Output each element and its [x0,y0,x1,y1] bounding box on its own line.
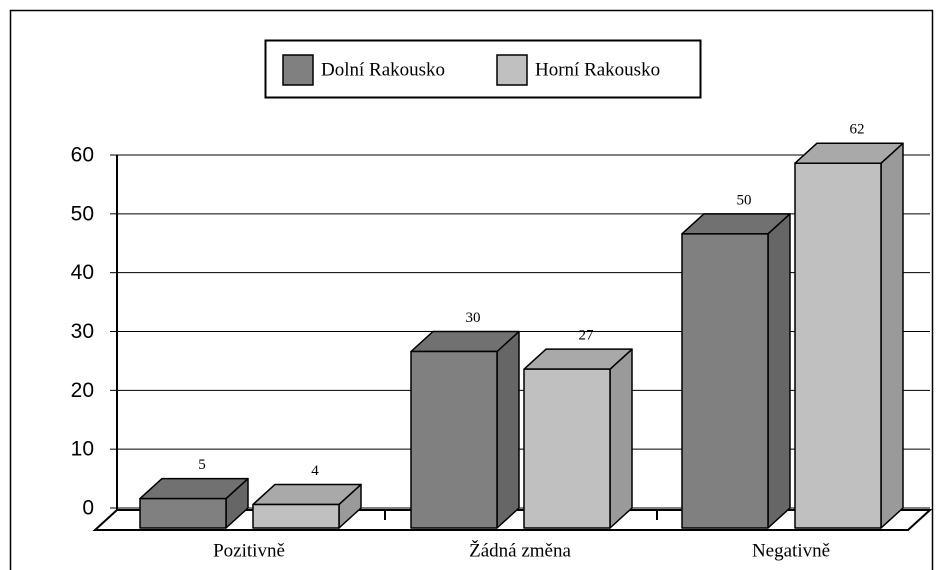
y-tick-label: 10 [71,438,94,461]
y-tick-label: 0 [82,497,94,520]
y-tick-label: 40 [71,261,94,284]
value-label: 27 [579,328,595,344]
bar-front [139,497,227,529]
bar-front [523,368,611,529]
bar [410,330,520,529]
bar [252,483,362,529]
y-tick-label: 50 [71,202,94,225]
bar-front [681,233,769,529]
value-label: 62 [850,122,865,138]
bar-front [410,350,498,529]
bar-side [767,213,791,529]
bar [794,142,904,529]
bar-side [609,348,633,529]
legend-box [264,39,702,99]
bar-side [496,330,520,529]
x-tick-label: Negativně [752,540,830,561]
bar-side [880,142,904,529]
bar [523,348,633,529]
bar-front [794,162,882,529]
value-label: 4 [311,463,319,479]
bar [681,213,791,529]
y-tick-label: 20 [71,379,94,402]
y-tick-label: 30 [71,320,94,343]
x-tick-label: Pozitivně [213,540,285,561]
value-label: 50 [737,192,752,208]
chart-border [9,9,934,570]
legend-swatch [496,54,528,86]
legend-swatch [282,54,314,86]
value-label: 5 [198,457,206,473]
value-label: 30 [466,310,481,326]
bar-front [252,503,340,529]
bar [139,477,249,529]
x-tick-label: Žádná změna [469,539,571,561]
legend-label: Horní Rakousko [535,59,660,80]
legend-label: Dolní Rakousko [321,59,445,80]
y-tick-label: 60 [71,144,94,167]
